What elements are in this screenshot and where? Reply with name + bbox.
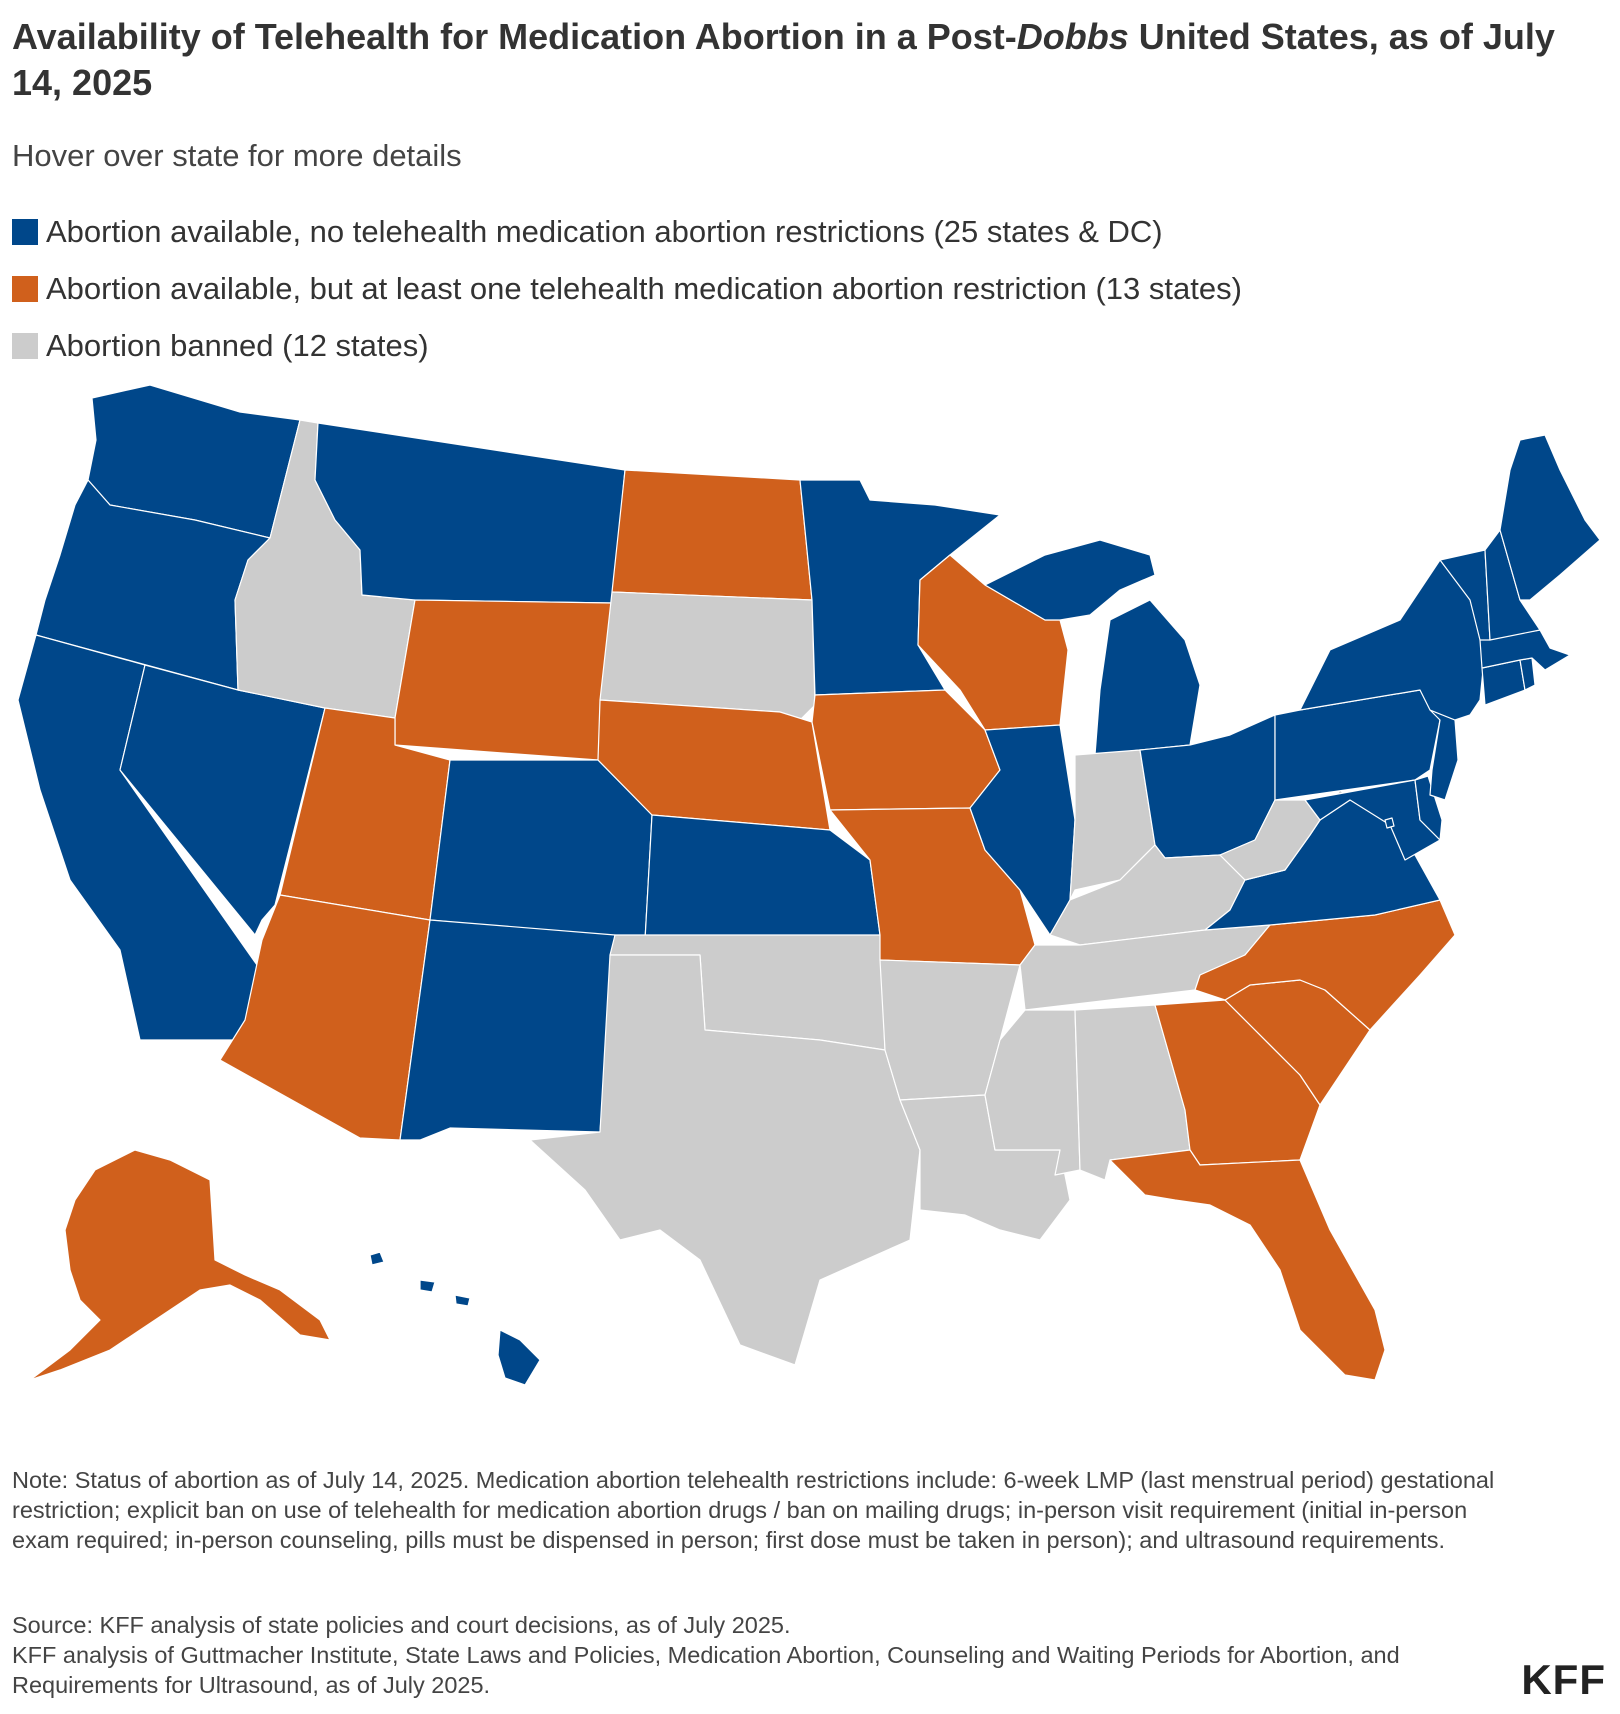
chart-title: Availability of Telehealth for Medicatio… <box>12 14 1602 106</box>
state-WY[interactable] <box>394 599 613 761</box>
state-KS[interactable] <box>644 814 881 941</box>
legend-swatch-banned <box>12 332 38 359</box>
state-MS[interactable] <box>984 1009 1081 1176</box>
title-end: United States, as of July 14, 2025 <box>12 16 1555 103</box>
state-TX[interactable] <box>529 954 921 1366</box>
state-CO[interactable] <box>429 759 653 941</box>
state-NH[interactable] <box>1484 529 1541 641</box>
legend-item-restricted: Abortion available, but at least one tel… <box>12 260 1242 317</box>
state-NM[interactable] <box>399 919 616 1141</box>
legend-label-available: Abortion available, no telehealth medica… <box>46 213 1163 249</box>
legend: Abortion available, no telehealth medica… <box>12 203 1242 374</box>
note-text: Note: Status of abortion as of July 14, … <box>12 1467 1495 1553</box>
us-map <box>17 384 1601 1386</box>
state-DC[interactable] <box>1384 817 1395 829</box>
state-IL[interactable] <box>969 724 1076 936</box>
state-FL[interactable] <box>1109 1149 1386 1381</box>
state-DE[interactable] <box>1414 775 1443 841</box>
kff-logo: KFF <box>1521 1656 1606 1703</box>
state-NJ[interactable] <box>1429 709 1459 801</box>
source-line-1: Source: KFF analysis of state policies a… <box>12 1612 791 1638</box>
legend-swatch-restricted <box>12 275 38 302</box>
state-AZ[interactable] <box>219 894 431 1141</box>
legend-label-restricted: Abortion available, but at least one tel… <box>46 270 1242 306</box>
source-line-2: KFF analysis of Guttmacher Institute, St… <box>12 1642 1400 1698</box>
state-WI[interactable] <box>917 554 1069 731</box>
legend-swatch-available <box>12 218 38 245</box>
source-text: Source: KFF analysis of state policies a… <box>12 1610 1462 1700</box>
legend-item-banned: Abortion banned (12 states) <box>12 317 1242 374</box>
state-VT[interactable] <box>1439 549 1491 641</box>
state-MT[interactable] <box>314 422 626 604</box>
legend-label-banned: Abortion banned (12 states) <box>46 327 429 363</box>
state-AK[interactable] <box>29 1149 331 1381</box>
state-ME[interactable] <box>1499 434 1601 601</box>
title-italic: Dobbs <box>1016 16 1129 57</box>
state-ND[interactable] <box>611 469 813 601</box>
state-HI[interactable] <box>369 1251 541 1386</box>
state-SD[interactable] <box>599 591 816 721</box>
legend-item-available: Abortion available, no telehealth medica… <box>12 203 1242 260</box>
state-MA[interactable] <box>1479 629 1571 671</box>
subtitle: Hover over state for more details <box>12 138 462 173</box>
title-start: Availability of Telehealth for Medicatio… <box>12 16 1017 57</box>
